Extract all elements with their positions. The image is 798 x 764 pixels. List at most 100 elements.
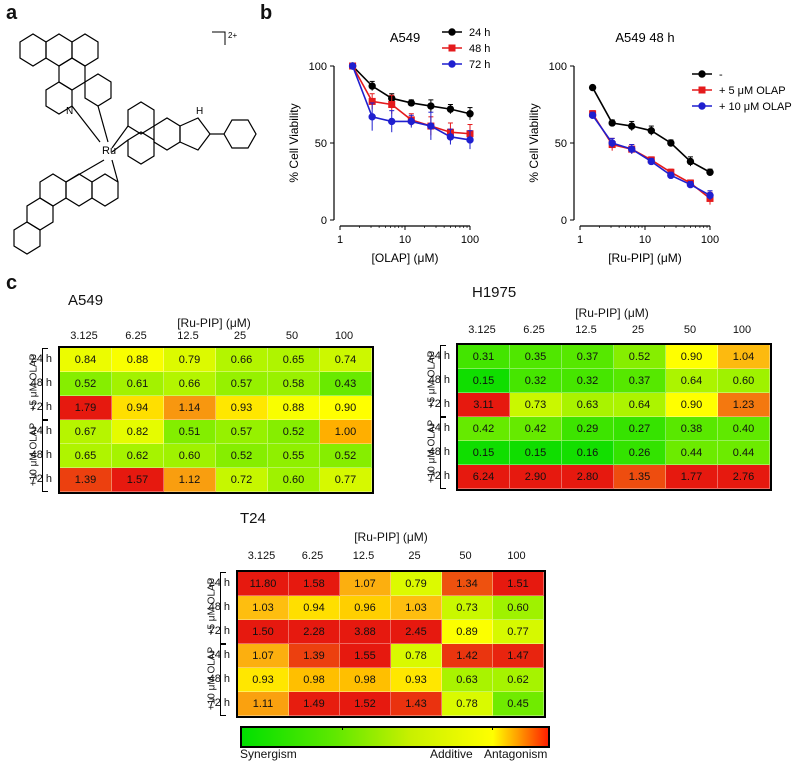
heatmap-cell: 1.77 [666, 465, 718, 489]
heatmap-cell: 0.52 [60, 372, 112, 396]
heatmap-row-label: 48 h [30, 449, 52, 461]
heatmap-row-label: 24 h [30, 425, 52, 437]
heatmap-cell: 0.27 [614, 417, 666, 441]
heatmap-title: T24 [240, 510, 266, 527]
group-label: +10 μM OLAP [28, 422, 40, 487]
heatmap-cell: 1.47 [493, 644, 544, 668]
heatmap-cell: 1.07 [340, 572, 391, 596]
heatmap-cell: 0.58 [268, 372, 320, 396]
x-tick-label: 1 [577, 234, 583, 246]
series-2 [588, 111, 714, 200]
x-tick-label: 10 [639, 234, 651, 246]
structure-bonds [13, 33, 257, 255]
heatmap-cell: 0.37 [562, 345, 614, 369]
heatmap-cell: 0.84 [60, 348, 112, 372]
heatmap-title: A549 [68, 292, 104, 309]
y-tick-label: 100 [309, 61, 327, 73]
heatmap-cell: 0.65 [268, 348, 320, 372]
group-bracket [42, 420, 48, 492]
heatmap-cell: 1.14 [164, 396, 216, 420]
heatmap-column-label: 50 [683, 324, 697, 336]
heatmap-cell: 0.44 [718, 441, 770, 465]
heatmap-cell: 0.63 [562, 393, 614, 417]
colorbar-label-synergism: Synergism [240, 747, 297, 761]
data-point [608, 139, 616, 147]
heatmap-row-label: 72 h [428, 398, 450, 410]
heatmap-cell: 2.90 [510, 465, 562, 489]
heatmap-cell: 2.45 [391, 620, 442, 644]
colorbar-tick [492, 726, 493, 730]
heatmap-row-label: 24 h [208, 649, 230, 661]
data-point [628, 145, 636, 153]
heatmap-column-label: 25 [408, 550, 421, 562]
group-label: +10 μM OLAP [426, 419, 438, 484]
heatmap-column-label: 12.5 [575, 324, 597, 336]
heatmap-cell: 3.88 [340, 620, 391, 644]
heatmap-cell: 0.72 [216, 468, 268, 492]
heatmap-cell: 1.57 [112, 468, 164, 492]
chart-title: A549 [390, 30, 420, 45]
heatmap-xlabel: [Ru-PIP] (μM) [354, 530, 428, 544]
data-point [407, 117, 415, 126]
heatmap-cell: 1.07 [238, 644, 289, 668]
data-point [446, 105, 455, 113]
heatmap-cell: 1.04 [718, 345, 770, 369]
heatmap-cell: 0.60 [164, 444, 216, 468]
heatmap-cell: 2.80 [562, 465, 614, 489]
x-axis-label: [Ru-PIP] (μM) [608, 251, 682, 265]
heatmap-column-label: 12.5 [177, 330, 199, 342]
heatmap-cell: 1.50 [238, 620, 289, 644]
heatmap-cell: 1.35 [614, 465, 666, 489]
heatmap-cell: 0.15 [458, 441, 510, 465]
heatmap-cell: 0.93 [238, 668, 289, 692]
heatmap-cell: 0.52 [614, 345, 666, 369]
heatmap-xlabel: [Ru-PIP] (μM) [177, 316, 251, 330]
heatmap-cell: 0.37 [614, 369, 666, 393]
heatmap-row-label: 24 h [428, 350, 450, 362]
heatmap-column-label: 6.25 [125, 330, 147, 342]
heatmap-cell: 0.57 [216, 420, 268, 444]
colorbar-tick [342, 726, 343, 730]
heatmap-row-label: 72 h [30, 401, 52, 413]
heatmap-cell: 0.77 [493, 620, 544, 644]
heatmap-column-label: 12.5 [352, 550, 375, 562]
heatmap-cell: 1.42 [442, 644, 493, 668]
heatmap-cell: 0.90 [320, 396, 372, 420]
data-point [388, 101, 396, 108]
nh-atom-label: H [196, 106, 203, 117]
heatmap-column-label: 25 [631, 324, 645, 336]
data-point [368, 113, 376, 121]
heatmap-cell: 11.80 [238, 572, 289, 596]
data-point [667, 139, 675, 147]
x-tick-label: 100 [701, 234, 719, 246]
heatmap-cell: 0.60 [493, 596, 544, 620]
heatmap-cell: 1.11 [238, 692, 289, 716]
heatmap-cell: 0.31 [458, 345, 510, 369]
data-point [647, 157, 655, 166]
data-point [588, 83, 597, 92]
heatmap-cell: 0.90 [666, 345, 718, 369]
heatmap-cell: 1.49 [289, 692, 340, 716]
data-point [588, 111, 597, 119]
heatmap-column-label: 50 [459, 550, 472, 562]
heatmap-cell: 1.12 [164, 468, 216, 492]
heatmap-cell: 0.51 [164, 420, 216, 444]
heatmap-column-label: 50 [285, 330, 299, 342]
heatmap-row-label: 24 h [208, 577, 230, 589]
heatmap-cell: 0.32 [562, 369, 614, 393]
heatmap-cell: 0.55 [268, 444, 320, 468]
data-point [706, 191, 714, 200]
data-point [427, 122, 435, 130]
heatmap-column-label: 6.25 [301, 550, 324, 562]
data-point [466, 110, 474, 118]
y-tick-label: 50 [315, 138, 327, 150]
heatmap-cell: 0.16 [562, 441, 614, 465]
data-point [667, 171, 675, 180]
series-1 [589, 110, 714, 205]
heatmap-column-label: 3.125 [468, 324, 496, 336]
heatmap-grid: 0.84 0.88 0.79 0.66 0.65 0.74 0.52 0.61 0.66 0.57… [58, 346, 374, 494]
heatmap-cell: 1.58 [289, 572, 340, 596]
data-point [628, 122, 636, 130]
group-bracket [440, 417, 446, 489]
heatmap-grid: 0.31 0.35 0.37 0.52 0.90 1.04 0.15 0.32 0.32 0.37… [456, 343, 772, 491]
